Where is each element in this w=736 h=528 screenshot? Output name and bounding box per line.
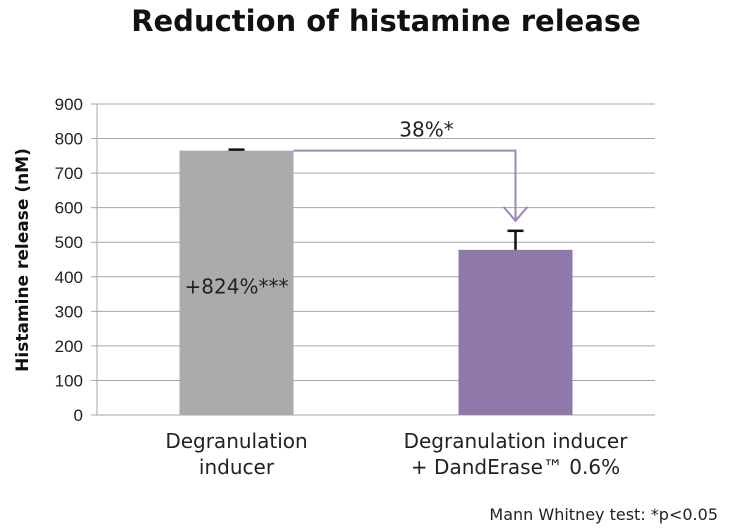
y-tick-label: 700 <box>55 164 83 183</box>
error-bars <box>228 148 524 250</box>
chart-title: Reduction of histamine release <box>131 4 641 38</box>
arrow-head <box>502 206 529 223</box>
y-tick-label: 400 <box>55 268 83 287</box>
y-tick-label: 500 <box>55 233 83 252</box>
comparison-arrow: 38%* <box>293 118 529 223</box>
category-label: + DandErase™ 0.6% <box>411 455 620 479</box>
y-tick-label: 300 <box>55 302 83 321</box>
bar <box>179 150 294 415</box>
y-tick-label: 0 <box>74 406 83 425</box>
comparison-label: 38%* <box>399 118 453 142</box>
comparison-line <box>293 149 517 221</box>
y-tick-label: 900 <box>55 95 83 114</box>
bar <box>458 249 573 415</box>
y-tick-label: 100 <box>55 371 83 390</box>
y-tick-label: 600 <box>55 199 83 218</box>
footnote: Mann Whitney test: *p<0.05 <box>489 505 718 524</box>
y-axis-ticks: 0 100 200 300 400 500 600 700 800 900 <box>55 95 83 425</box>
y-tick-label: 800 <box>55 130 83 149</box>
category-label: Degranulation <box>165 429 307 453</box>
bar-label: +824%*** <box>185 275 289 299</box>
bars: +824%*** <box>179 150 573 415</box>
y-tick-label: 200 <box>55 337 83 356</box>
category-label: Degranulation inducer <box>404 429 629 453</box>
y-axis-label: Histamine release (nM) <box>13 148 33 372</box>
category-label: inducer <box>199 455 275 479</box>
